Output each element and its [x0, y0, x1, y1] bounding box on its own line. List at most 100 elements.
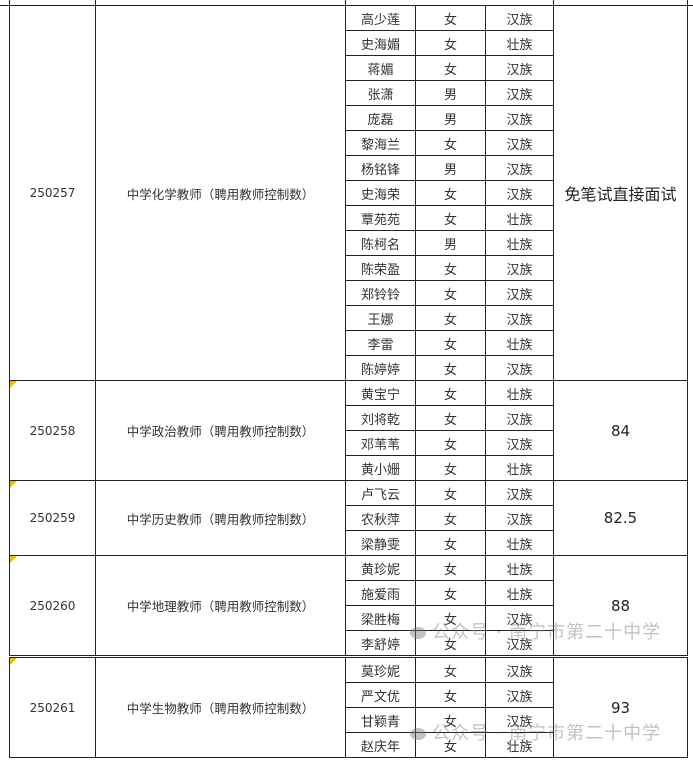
table-row: 黎海兰女汉族 — [10, 130, 688, 156]
table-row: 梁胜梅女汉族 — [10, 605, 688, 631]
candidate-ethnicity: 汉族 — [485, 5, 554, 31]
candidate-ethnicity: 壮族 — [485, 230, 554, 256]
candidate-gender: 男 — [415, 230, 486, 256]
candidate-name: 梁静雯 — [345, 530, 416, 556]
candidate-gender: 女 — [415, 605, 486, 631]
candidate-name: 杨铭锋 — [345, 155, 416, 181]
candidate-name: 黄小姗 — [345, 455, 416, 481]
candidate-gender: 男 — [415, 80, 486, 106]
candidate-name: 莫珍妮 — [345, 655, 416, 683]
candidate-name: 邓苇苇 — [345, 430, 416, 456]
candidate-gender: 女 — [415, 205, 486, 231]
candidate-gender: 女 — [415, 30, 486, 56]
candidate-gender: 女 — [415, 630, 486, 657]
candidate-name: 陈婷婷 — [345, 355, 416, 381]
table-row: 庞磊男汉族 — [10, 105, 688, 131]
written-score: 84 — [553, 380, 688, 481]
candidate-gender: 女 — [415, 655, 486, 683]
candidate-name: 赵庆年 — [345, 732, 416, 758]
candidate-ethnicity: 汉族 — [485, 180, 554, 206]
candidate-gender: 女 — [415, 682, 486, 708]
candidate-name: 覃苑苑 — [345, 205, 416, 231]
table-row: 王娜女汉族 — [10, 305, 688, 331]
candidate-gender: 女 — [415, 455, 486, 481]
candidate-gender: 女 — [415, 707, 486, 733]
candidate-ethnicity: 汉族 — [485, 305, 554, 331]
candidate-gender: 女 — [415, 130, 486, 156]
candidate-ethnicity: 汉族 — [485, 430, 554, 456]
candidate-ethnicity: 壮族 — [485, 205, 554, 231]
candidate-gender: 男 — [415, 155, 486, 181]
table-row: 250260 中学地理教师（聘用教师控制数） 黄珍妮女壮族 88 — [9, 555, 688, 657]
table-row: 陈柯名男壮族 — [10, 230, 688, 256]
comment-marker — [10, 658, 17, 665]
candidate-ethnicity: 汉族 — [485, 105, 554, 131]
candidate-ethnicity: 汉族 — [485, 630, 554, 657]
candidate-ethnicity: 汉族 — [485, 130, 554, 156]
candidate-gender: 男 — [415, 105, 486, 131]
candidate-gender: 女 — [415, 255, 486, 281]
comment-marker — [10, 381, 17, 388]
candidate-name: 李雷 — [345, 330, 416, 356]
candidate-ethnicity: 汉族 — [485, 605, 554, 631]
candidate-ethnicity: 汉族 — [485, 355, 554, 381]
position-name: 中学地理教师（聘用教师控制数） — [95, 555, 346, 657]
position-name: 中学化学教师（聘用教师控制数） — [95, 5, 346, 381]
candidate-ethnicity: 汉族 — [485, 480, 554, 506]
candidate-gender: 女 — [415, 555, 486, 581]
candidate-ethnicity: 壮族 — [485, 455, 554, 481]
table-row: 史海荣女汉族 — [10, 180, 688, 206]
candidate-name: 陈荣盈 — [345, 255, 416, 281]
candidate-gender: 女 — [415, 355, 486, 381]
candidate-ethnicity: 汉族 — [485, 405, 554, 431]
candidate-name: 黄珍妮 — [345, 555, 416, 581]
candidate-ethnicity: 汉族 — [485, 707, 554, 733]
candidate-name: 史海媚 — [345, 30, 416, 56]
written-score: 88 — [553, 555, 688, 657]
candidate-name: 史海荣 — [345, 180, 416, 206]
position-name: 中学生物教师（聘用教师控制数） — [95, 655, 346, 758]
candidate-ethnicity: 汉族 — [485, 80, 554, 106]
candidate-ethnicity: 壮族 — [485, 530, 554, 556]
candidate-ethnicity: 汉族 — [485, 682, 554, 708]
candidate-name: 庞磊 — [345, 105, 416, 131]
table-row: 陈婷婷女汉族 — [10, 355, 688, 381]
comment-marker — [10, 481, 17, 488]
candidate-gender: 女 — [415, 55, 486, 81]
table-row: 郑铃铃女汉族 — [10, 280, 688, 306]
candidate-gender: 女 — [415, 505, 486, 531]
candidate-ethnicity: 壮族 — [485, 30, 554, 56]
candidate-name: 陈柯名 — [345, 230, 416, 256]
candidate-gender: 女 — [415, 380, 486, 406]
candidate-name: 农秋萍 — [345, 505, 416, 531]
candidate-gender: 女 — [415, 732, 486, 758]
candidate-ethnicity: 壮族 — [485, 732, 554, 758]
table-row: 梁静雯女壮族 — [10, 530, 688, 556]
table-row: 农秋萍女汉族 — [10, 505, 688, 531]
table-row: 250261 中学生物教师（聘用教师控制数） 莫珍妮女汉族 93 — [9, 655, 688, 758]
written-score: 免笔试直接面试 — [553, 5, 688, 381]
candidate-ethnicity: 汉族 — [485, 505, 554, 531]
candidate-ethnicity: 汉族 — [485, 255, 554, 281]
candidate-name: 卢飞云 — [345, 480, 416, 506]
candidate-table: 250257 中学化学教师（聘用教师控制数） 高少莲女汉族 免笔试直接面试 史海媚女壮族… — [9, 5, 688, 758]
position-code: 250261 — [9, 655, 96, 758]
position-code: 250260 — [9, 555, 96, 657]
candidate-name: 刘将乾 — [345, 405, 416, 431]
candidate-name: 甘颖青 — [345, 707, 416, 733]
position-code: 250259 — [9, 480, 96, 556]
candidate-ethnicity: 壮族 — [485, 580, 554, 606]
candidate-gender: 女 — [415, 330, 486, 356]
candidate-ethnicity: 汉族 — [485, 655, 554, 683]
candidate-name: 蒋媚 — [345, 55, 416, 81]
table-row: 250258 中学政治教师（聘用教师控制数） 黄宝宁女壮族 84 — [9, 380, 688, 481]
candidate-name: 李舒婷 — [345, 630, 416, 657]
table-row: 李雷女壮族 — [10, 330, 688, 356]
candidate-ethnicity: 汉族 — [485, 280, 554, 306]
candidate-ethnicity: 汉族 — [485, 55, 554, 81]
candidate-name: 严文优 — [345, 682, 416, 708]
candidate-gender: 女 — [415, 480, 486, 506]
candidate-name: 施爱雨 — [345, 580, 416, 606]
candidate-name: 张潇 — [345, 80, 416, 106]
candidate-gender: 女 — [415, 180, 486, 206]
